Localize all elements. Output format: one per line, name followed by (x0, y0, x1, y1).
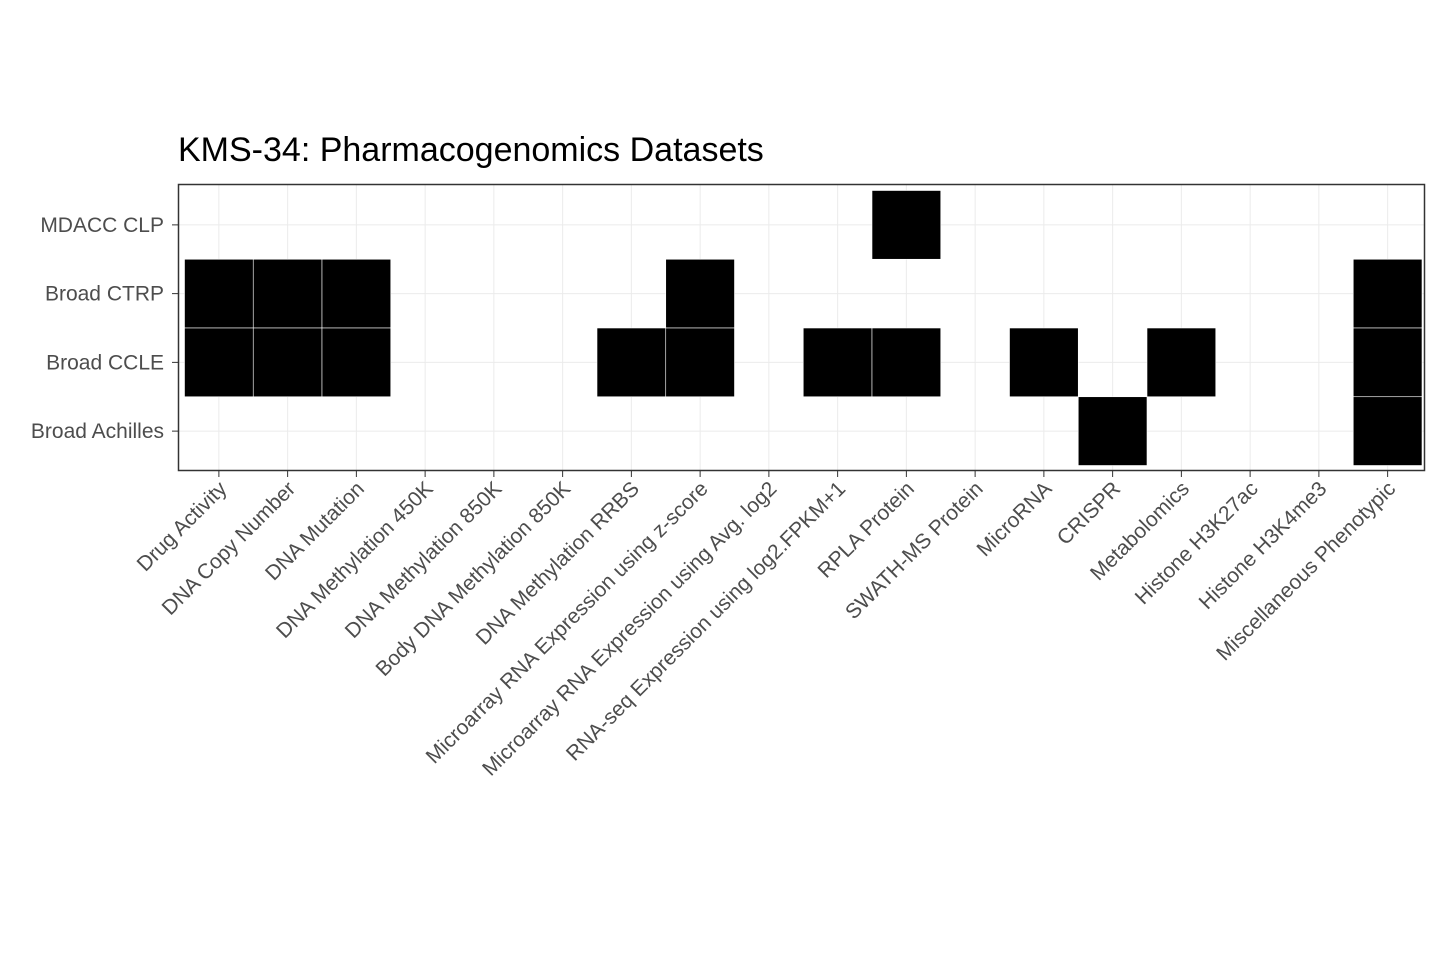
heatmap-cell (596, 327, 667, 398)
heatmap-cell (184, 327, 254, 398)
heatmap-cell (665, 327, 735, 398)
chart-title: KMS-34: Pharmacogenomics Datasets (178, 131, 764, 169)
heatmap-cell (1146, 327, 1217, 398)
heatmap-cell (252, 327, 323, 398)
y-tick-label: Broad CCLE (46, 351, 164, 374)
heatmap-cell (1352, 396, 1423, 466)
heatmap-cell (1352, 258, 1423, 329)
heatmap-cell (1077, 396, 1148, 466)
heatmap-cell (665, 258, 735, 329)
plot-panel-border (177, 183, 1426, 472)
heatmap-cell (252, 258, 323, 329)
heatmap-cells (184, 190, 1423, 466)
heatmap-cell (321, 327, 392, 398)
y-tick-label: Broad CTRP (45, 283, 164, 306)
heatmap-cell (321, 258, 392, 329)
heatmap-cell (802, 327, 873, 398)
heatmap-cell (1009, 327, 1079, 398)
heatmap-cell (1352, 327, 1423, 398)
y-axis: MDACC CLP Broad CTRP Broad CCLE Broad Achil… (31, 214, 178, 443)
y-tick-label: Broad Achilles (31, 420, 164, 443)
heatmap-cell (871, 190, 942, 260)
heatmap-cell (184, 258, 254, 329)
heatmap-cell (871, 327, 942, 398)
y-tick-label: MDACC CLP (40, 214, 164, 237)
